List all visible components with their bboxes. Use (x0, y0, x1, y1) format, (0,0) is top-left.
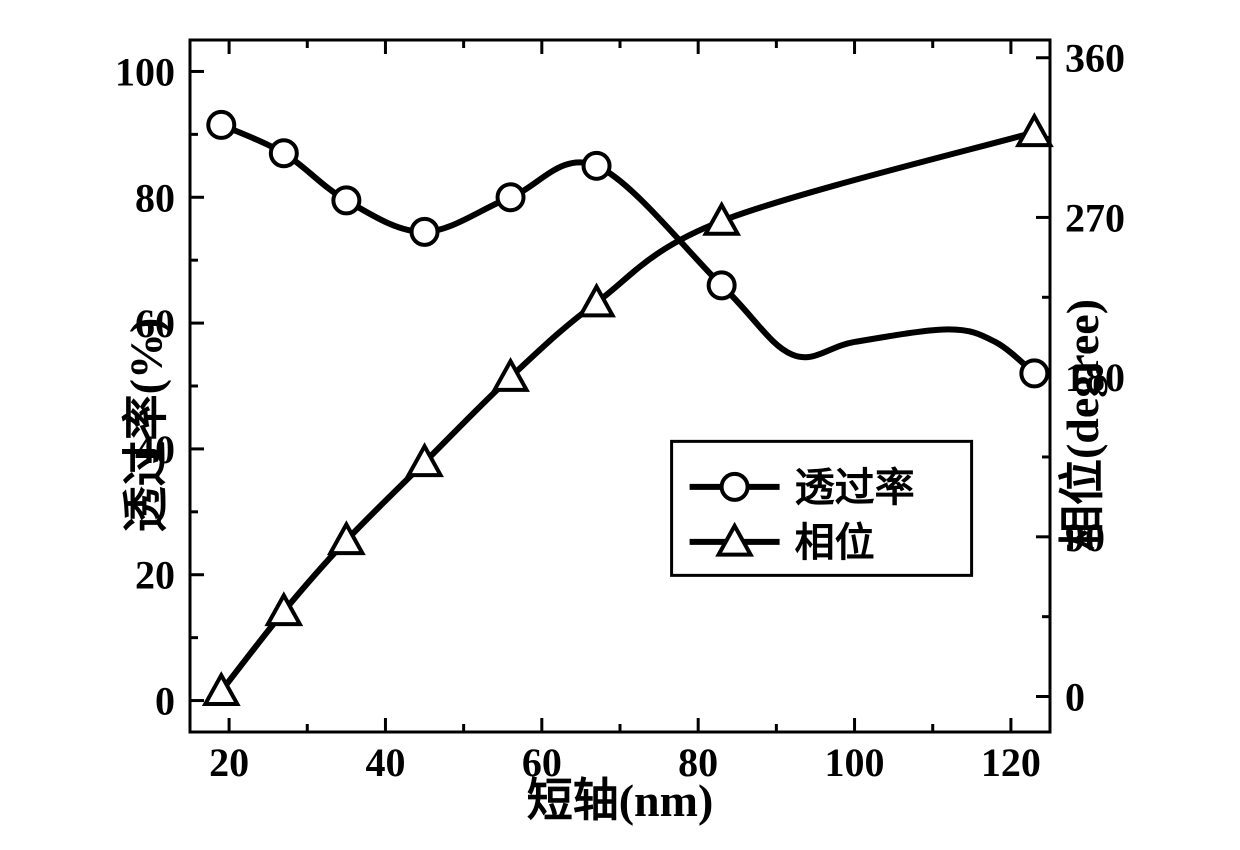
svg-text:100: 100 (825, 740, 885, 785)
svg-text:透过率: 透过率 (795, 465, 915, 510)
svg-text:20: 20 (135, 553, 175, 598)
svg-text:0: 0 (155, 679, 175, 724)
svg-text:0: 0 (1065, 675, 1085, 720)
svg-text:40: 40 (365, 740, 405, 785)
chart-container: 20406080100120020406080100090180270360透过… (0, 0, 1240, 850)
svg-text:80: 80 (135, 175, 175, 220)
svg-text:120: 120 (981, 740, 1041, 785)
y-axis-left-label: 透过率(%) (109, 318, 175, 533)
svg-text:360: 360 (1065, 36, 1125, 81)
svg-text:100: 100 (115, 49, 175, 94)
svg-text:相位: 相位 (795, 520, 875, 565)
y-axis-right-label: 相位(degree) (1046, 299, 1112, 551)
x-axis-label: 短轴(nm) (527, 764, 714, 830)
svg-text:270: 270 (1065, 195, 1125, 240)
svg-text:20: 20 (209, 740, 249, 785)
